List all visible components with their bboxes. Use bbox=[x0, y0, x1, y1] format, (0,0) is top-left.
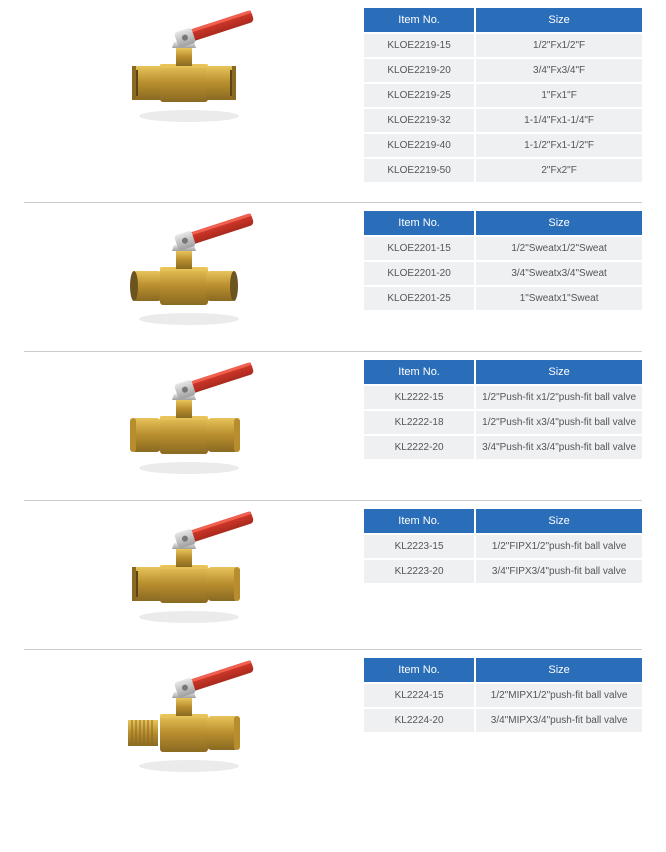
valve-image bbox=[114, 8, 274, 128]
product-table-col: Item No. Size KL2223-15 1/2"FIPX1/2"push… bbox=[364, 509, 642, 583]
table-row: KL2222-20 3/4"Push-fit x3/4"push-fit bal… bbox=[364, 435, 642, 459]
table-row: KLOE2219-20 3/4"Fx3/4"F bbox=[364, 58, 642, 83]
cell-size: 1/2"MIPX1/2"push-fit ball valve bbox=[475, 683, 642, 708]
table-row: KLOE2201-20 3/4"Sweatx3/4"Sweat bbox=[364, 261, 642, 286]
cell-item-no: KL2224-15 bbox=[364, 683, 475, 708]
cell-item-no: KL2222-20 bbox=[364, 435, 475, 459]
table-row: KLOE2219-25 1"Fx1"F bbox=[364, 83, 642, 108]
product-image-col bbox=[24, 360, 364, 480]
product-section: Item No. Size KLOE2201-15 1/2"Sweatx1/2"… bbox=[24, 203, 642, 352]
cell-item-no: KL2222-18 bbox=[364, 410, 475, 435]
cell-size: 1/2"Push-fit x3/4"push-fit ball valve bbox=[475, 410, 642, 435]
product-image-col bbox=[24, 658, 364, 778]
cell-size: 1-1/2"Fx1-1/2"F bbox=[475, 133, 642, 158]
cell-size: 3/4"Push-fit x3/4"push-fit ball valve bbox=[475, 435, 642, 459]
product-section: Item No. Size KL2224-15 1/2"MIPX1/2"push… bbox=[24, 650, 642, 798]
table-row: KLOE2219-50 2"Fx2"F bbox=[364, 158, 642, 182]
cell-item-no: KL2224-20 bbox=[364, 708, 475, 732]
cell-item-no: KL2222-15 bbox=[364, 385, 475, 410]
spec-table: Item No. Size KLOE2219-15 1/2"Fx1/2"F KL… bbox=[364, 8, 642, 182]
table-row: KLOE2201-25 1"Sweatx1"Sweat bbox=[364, 286, 642, 310]
cell-item-no: KLOE2219-32 bbox=[364, 108, 475, 133]
cell-size: 1"Sweatx1"Sweat bbox=[475, 286, 642, 310]
product-section: Item No. Size KL2222-15 1/2"Push-fit x1/… bbox=[24, 352, 642, 501]
header-size: Size bbox=[475, 211, 642, 236]
header-item-no: Item No. bbox=[364, 509, 475, 534]
table-row: KLOE2219-40 1-1/2"Fx1-1/2"F bbox=[364, 133, 642, 158]
table-row: KL2224-15 1/2"MIPX1/2"push-fit ball valv… bbox=[364, 683, 642, 708]
cell-item-no: KLOE2201-20 bbox=[364, 261, 475, 286]
table-row: KL2222-15 1/2"Push-fit x1/2"push-fit bal… bbox=[364, 385, 642, 410]
cell-size: 3/4"MIPX3/4"push-fit ball valve bbox=[475, 708, 642, 732]
valve-image bbox=[114, 509, 274, 629]
cell-item-no: KL2223-20 bbox=[364, 559, 475, 583]
table-row: KLOE2201-15 1/2"Sweatx1/2"Sweat bbox=[364, 236, 642, 261]
header-item-no: Item No. bbox=[364, 8, 475, 33]
product-section: Item No. Size KL2223-15 1/2"FIPX1/2"push… bbox=[24, 501, 642, 650]
table-row: KL2223-20 3/4"FIPX3/4"push-fit ball valv… bbox=[364, 559, 642, 583]
cell-size: 3/4"FIPX3/4"push-fit ball valve bbox=[475, 559, 642, 583]
table-row: KL2223-15 1/2"FIPX1/2"push-fit ball valv… bbox=[364, 534, 642, 559]
cell-size: 3/4"Sweatx3/4"Sweat bbox=[475, 261, 642, 286]
spec-table: Item No. Size KL2223-15 1/2"FIPX1/2"push… bbox=[364, 509, 642, 583]
cell-size: 1"Fx1"F bbox=[475, 83, 642, 108]
product-table-col: Item No. Size KLOE2201-15 1/2"Sweatx1/2"… bbox=[364, 211, 642, 310]
cell-size: 1-1/4"Fx1-1/4"F bbox=[475, 108, 642, 133]
spec-table: Item No. Size KL2224-15 1/2"MIPX1/2"push… bbox=[364, 658, 642, 732]
cell-item-no: KLOE2201-15 bbox=[364, 236, 475, 261]
header-size: Size bbox=[475, 658, 642, 683]
header-size: Size bbox=[475, 509, 642, 534]
product-section: Item No. Size KLOE2219-15 1/2"Fx1/2"F KL… bbox=[24, 0, 642, 203]
header-size: Size bbox=[475, 360, 642, 385]
table-row: KLOE2219-32 1-1/4"Fx1-1/4"F bbox=[364, 108, 642, 133]
cell-size: 1/2"FIPX1/2"push-fit ball valve bbox=[475, 534, 642, 559]
product-table-col: Item No. Size KLOE2219-15 1/2"Fx1/2"F KL… bbox=[364, 8, 642, 182]
header-item-no: Item No. bbox=[364, 658, 475, 683]
table-row: KL2224-20 3/4"MIPX3/4"push-fit ball valv… bbox=[364, 708, 642, 732]
product-image-col bbox=[24, 509, 364, 629]
cell-item-no: KLOE2219-25 bbox=[364, 83, 475, 108]
header-size: Size bbox=[475, 8, 642, 33]
valve-image bbox=[114, 658, 274, 778]
spec-table: Item No. Size KLOE2201-15 1/2"Sweatx1/2"… bbox=[364, 211, 642, 310]
spec-table: Item No. Size KL2222-15 1/2"Push-fit x1/… bbox=[364, 360, 642, 459]
cell-size: 2"Fx2"F bbox=[475, 158, 642, 182]
cell-item-no: KLOE2219-50 bbox=[364, 158, 475, 182]
cell-item-no: KLOE2201-25 bbox=[364, 286, 475, 310]
cell-size: 1/2"Fx1/2"F bbox=[475, 33, 642, 58]
cell-item-no: KLOE2219-15 bbox=[364, 33, 475, 58]
product-image-col bbox=[24, 211, 364, 331]
product-image-col bbox=[24, 8, 364, 128]
cell-item-no: KLOE2219-40 bbox=[364, 133, 475, 158]
cell-size: 1/2"Sweatx1/2"Sweat bbox=[475, 236, 642, 261]
product-table-col: Item No. Size KL2224-15 1/2"MIPX1/2"push… bbox=[364, 658, 642, 732]
cell-item-no: KL2223-15 bbox=[364, 534, 475, 559]
table-row: KLOE2219-15 1/2"Fx1/2"F bbox=[364, 33, 642, 58]
header-item-no: Item No. bbox=[364, 360, 475, 385]
cell-item-no: KLOE2219-20 bbox=[364, 58, 475, 83]
valve-image bbox=[114, 360, 274, 480]
valve-image bbox=[114, 211, 274, 331]
cell-size: 3/4"Fx3/4"F bbox=[475, 58, 642, 83]
product-table-col: Item No. Size KL2222-15 1/2"Push-fit x1/… bbox=[364, 360, 642, 459]
table-row: KL2222-18 1/2"Push-fit x3/4"push-fit bal… bbox=[364, 410, 642, 435]
header-item-no: Item No. bbox=[364, 211, 475, 236]
cell-size: 1/2"Push-fit x1/2"push-fit ball valve bbox=[475, 385, 642, 410]
